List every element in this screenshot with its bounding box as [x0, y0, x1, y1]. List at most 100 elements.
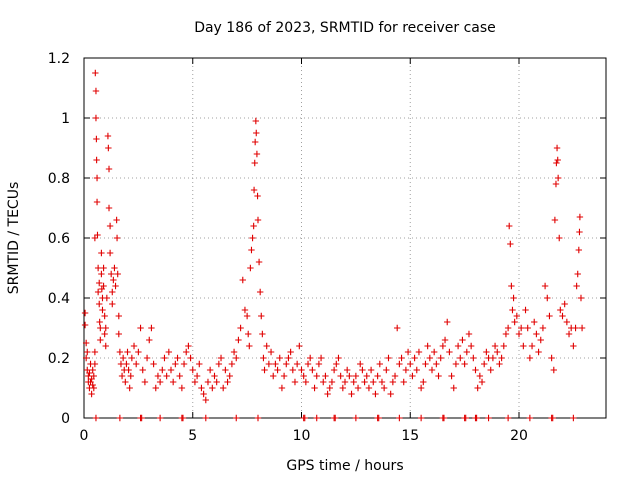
data-point [265, 360, 273, 368]
data-point [259, 330, 266, 338]
data-point [163, 372, 170, 380]
data-point [159, 366, 166, 374]
x-tick-label: 10 [293, 428, 311, 444]
data-point [116, 414, 124, 422]
data-point [515, 330, 523, 338]
data-point [174, 354, 181, 362]
y-tick-label: 1.2 [48, 51, 70, 67]
data-point [391, 372, 399, 380]
data-point [326, 384, 333, 392]
data-point [413, 366, 420, 374]
data-point [118, 372, 126, 380]
data-point [528, 342, 536, 350]
data-point [357, 360, 364, 368]
data-point [248, 246, 255, 254]
data-point [245, 330, 252, 338]
data-point [250, 222, 257, 230]
data-point [380, 384, 388, 392]
data-point [500, 342, 507, 350]
data-point [111, 264, 118, 272]
data-point [246, 342, 253, 350]
data-point [213, 378, 220, 386]
data-point [130, 342, 138, 350]
data-point [350, 378, 357, 386]
data-point [169, 378, 177, 386]
data-point [476, 372, 484, 380]
y-tick-label: 0.4 [48, 291, 70, 307]
data-point [91, 360, 99, 368]
data-point [267, 348, 275, 356]
data-point [322, 372, 329, 380]
data-point [333, 360, 340, 368]
data-point [235, 336, 242, 344]
data-point [81, 321, 89, 329]
data-point [330, 366, 338, 374]
data-point [93, 135, 100, 143]
data-point [96, 300, 103, 308]
data-point [300, 372, 307, 380]
data-point [98, 270, 105, 278]
data-point [113, 234, 121, 242]
data-point [122, 378, 129, 386]
data-point [200, 390, 207, 398]
data-point [254, 414, 262, 422]
data-point [126, 384, 133, 392]
data-point [396, 414, 403, 422]
data-point [135, 348, 142, 356]
data-point [304, 360, 312, 368]
data-point [179, 414, 187, 422]
data-point [402, 366, 410, 374]
data-point [517, 324, 525, 332]
data-point [361, 378, 368, 386]
data-point [491, 342, 499, 350]
data-point [504, 324, 512, 332]
data-point [84, 348, 91, 356]
data-point [250, 186, 258, 194]
data-point [82, 339, 90, 347]
data-point [435, 372, 442, 380]
x-axis-label: GPS time / hours [286, 458, 403, 474]
data-point [385, 354, 392, 362]
data-point [104, 132, 112, 140]
data-point [563, 318, 571, 326]
data-point [552, 180, 560, 188]
axis-ticks: 0 5 10 15 20 0 0.2 0.4 0.6 0.8 1 1.2 [48, 51, 606, 444]
grid-lines [84, 58, 606, 418]
data-point [376, 360, 383, 368]
data-point [109, 300, 116, 308]
data-point [233, 414, 240, 422]
data-point [249, 234, 256, 242]
data-point [86, 369, 93, 377]
data-point [570, 342, 577, 350]
data-point [226, 372, 233, 380]
data-point [346, 372, 353, 380]
data-point [481, 360, 488, 368]
data-point [296, 342, 303, 350]
data-point [311, 384, 318, 392]
data-point [222, 366, 229, 374]
data-point [506, 222, 513, 230]
data-point [254, 192, 261, 200]
y-tick-label: 0.8 [48, 171, 70, 187]
data-point [473, 414, 480, 422]
data-point [189, 366, 196, 374]
data-point [125, 366, 132, 374]
data-point [557, 306, 564, 314]
data-point [185, 342, 192, 350]
data-point [117, 360, 125, 368]
x-tick-label: 5 [188, 428, 197, 444]
data-point [526, 414, 534, 422]
y-tick-label: 0 [61, 411, 70, 427]
data-point [293, 360, 301, 368]
data-point [437, 354, 444, 362]
data-point [128, 354, 136, 362]
data-point [313, 372, 320, 380]
data-point [256, 288, 264, 296]
data-point [154, 372, 162, 380]
data-point [370, 378, 377, 386]
data-point [539, 324, 547, 332]
data-point [270, 372, 277, 380]
data-point [285, 354, 292, 362]
data-point [254, 216, 262, 224]
data-point [511, 318, 518, 326]
